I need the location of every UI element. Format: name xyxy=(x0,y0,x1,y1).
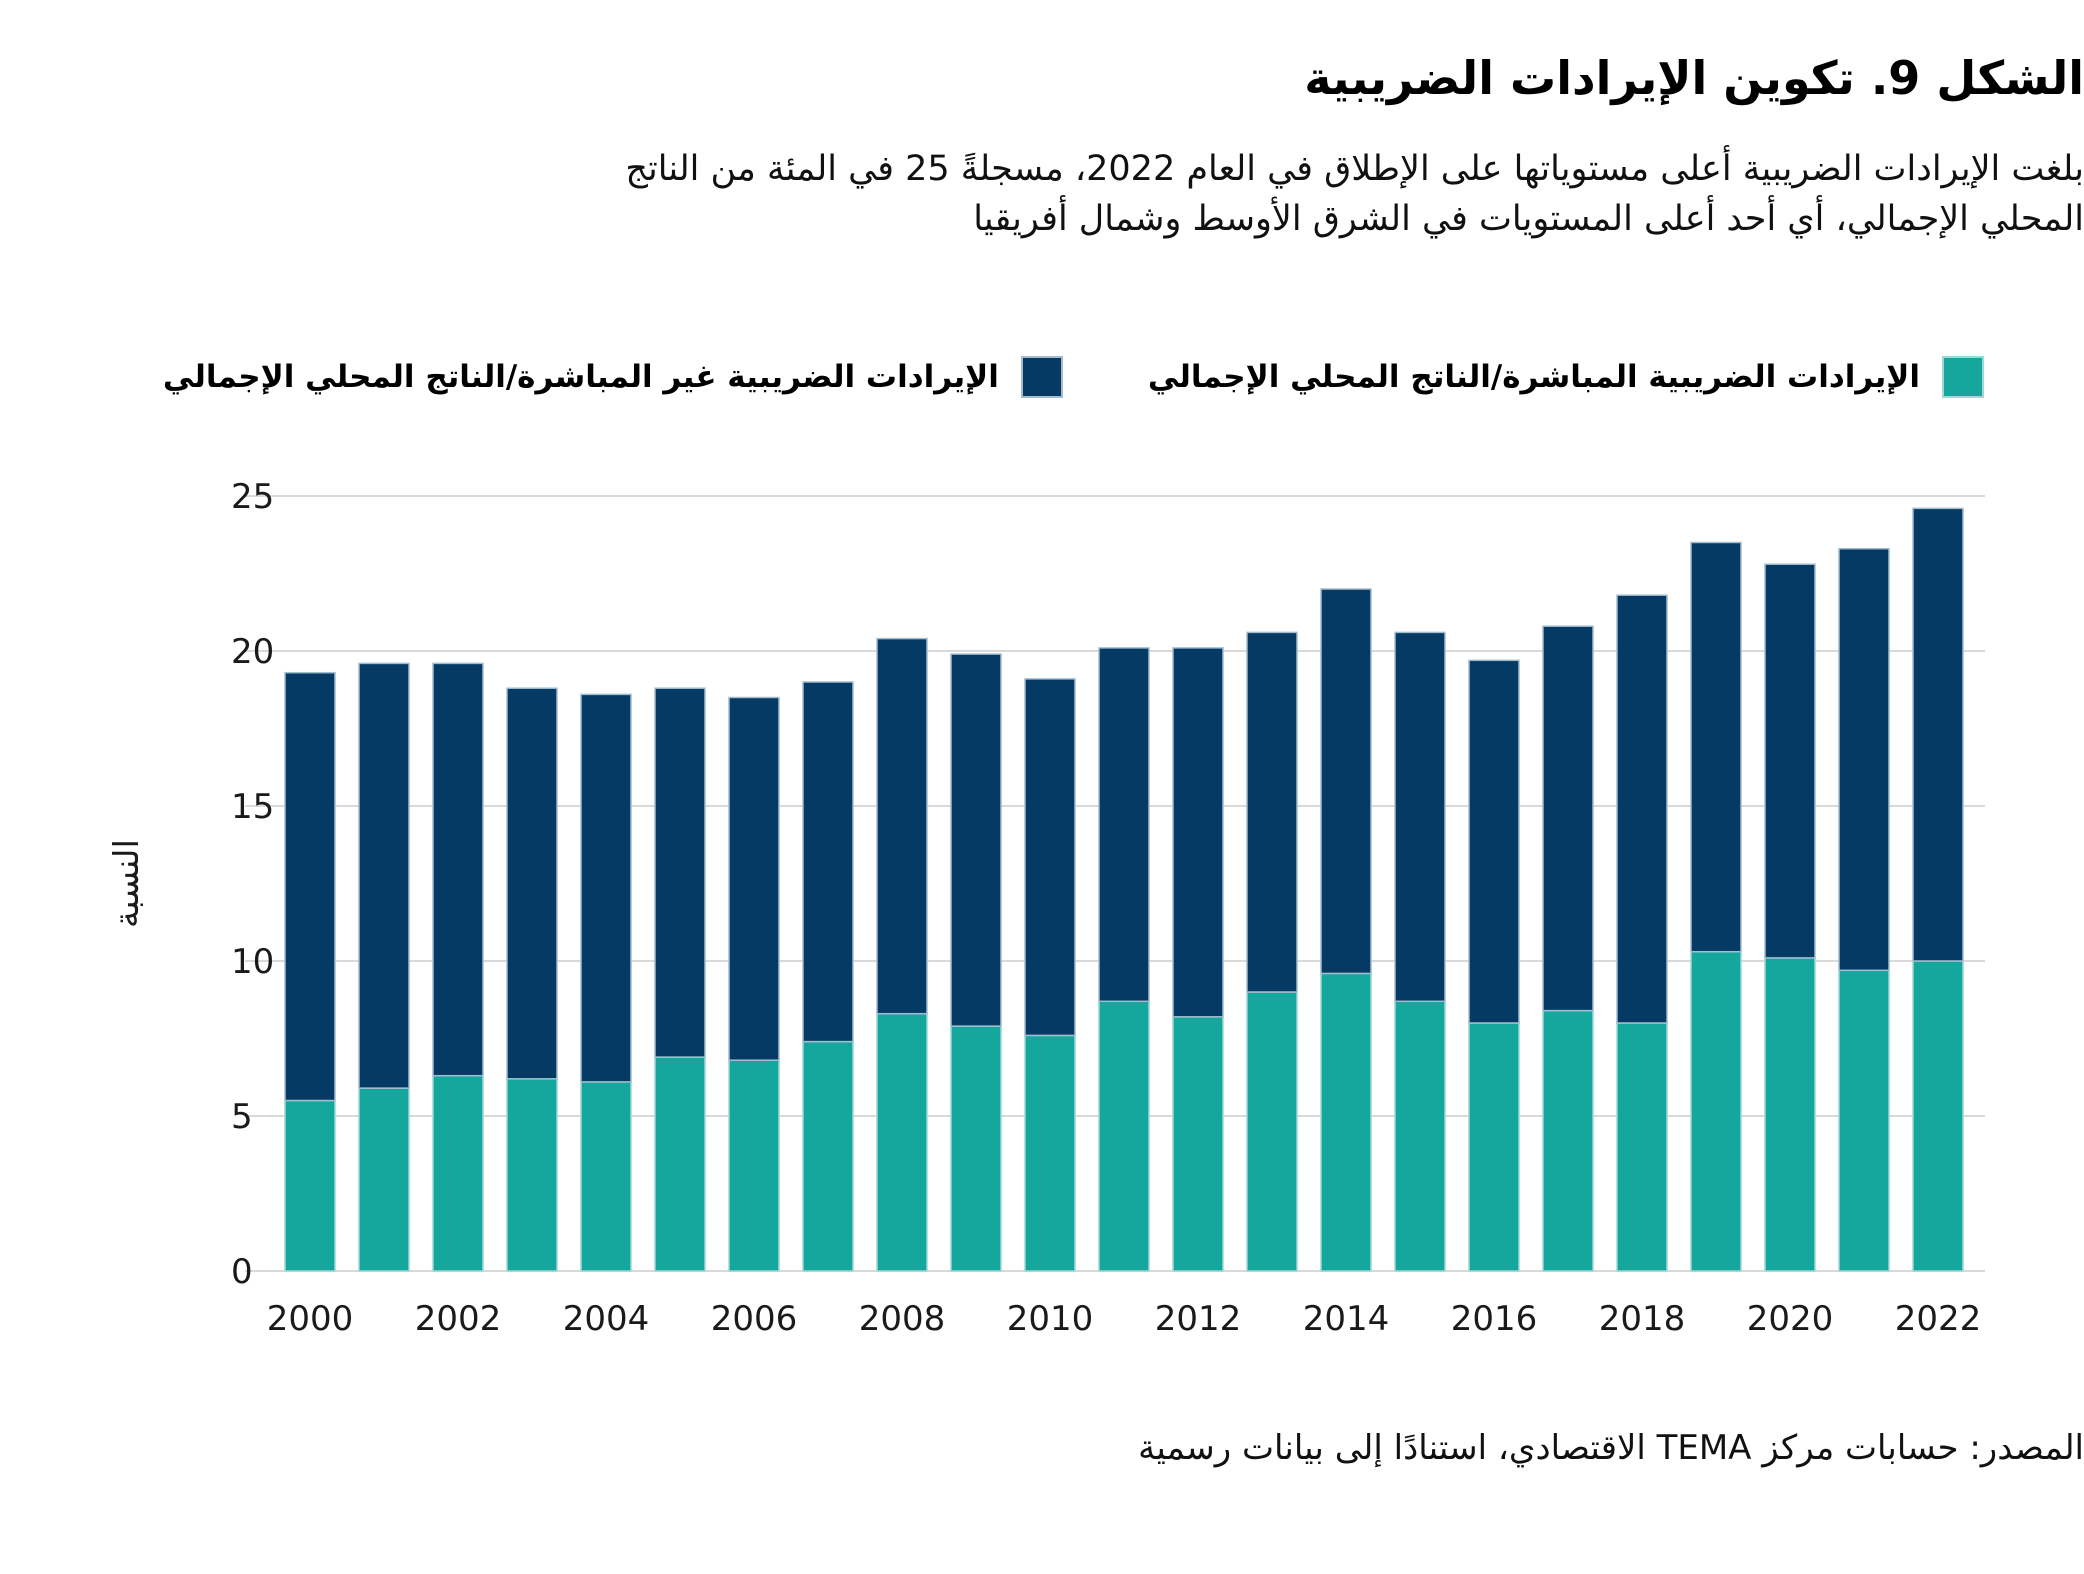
svg-text:25: 25 xyxy=(231,477,274,517)
svg-text:20: 20 xyxy=(231,632,274,672)
legend-item-direct-tax: الإيرادات الضريبية المباشرة/الناتج المحل… xyxy=(1147,356,1984,399)
legend-item-indirect-tax: الإيرادات الضريبية غير المباشرة/الناتج ا… xyxy=(162,356,1063,399)
svg-text:10: 10 xyxy=(231,942,274,982)
svg-text:2004: 2004 xyxy=(563,1299,650,1339)
stacked-bar-chart: 0 5 10 15 20 25 2000 2002 2004 2006 2008 2010 2012 20… xyxy=(0,438,2084,1372)
svg-text:2008: 2008 xyxy=(859,1299,946,1339)
legend-swatch-direct-icon xyxy=(1942,356,1984,399)
legend-label-indirect-tax: الإيرادات الضريبية غير المباشرة/الناتج ا… xyxy=(162,359,999,396)
svg-text:15: 15 xyxy=(231,787,274,827)
svg-text:2010: 2010 xyxy=(1007,1299,1094,1339)
svg-text:2014: 2014 xyxy=(1303,1299,1390,1339)
figure-subtitle-line-2: المحلي الإجمالي، أي أحد أعلى المستويات ف… xyxy=(973,198,2084,239)
svg-text:5: 5 xyxy=(231,1097,253,1137)
legend-label-direct-tax: الإيرادات الضريبية المباشرة/الناتج المحل… xyxy=(1147,359,1920,396)
svg-text:2022: 2022 xyxy=(1895,1299,1982,1339)
svg-text:2012: 2012 xyxy=(1155,1299,1242,1339)
legend-swatch-indirect-icon xyxy=(1020,356,1063,399)
svg-text:النسبة: النسبة xyxy=(107,839,147,928)
svg-text:2016: 2016 xyxy=(1451,1299,1538,1339)
svg-text:2000: 2000 xyxy=(267,1299,354,1339)
chart-legend: الإيرادات الضريبية المباشرة/الناتج المحل… xyxy=(100,356,1984,399)
svg-text:2020: 2020 xyxy=(1747,1299,1834,1339)
figure-subtitle: بلغت الإيرادات الضريبية أعلى مستوياتها ع… xyxy=(0,145,2084,244)
svg-text:0: 0 xyxy=(231,1252,253,1292)
figure-subtitle-line-1: بلغت الإيرادات الضريبية أعلى مستوياتها ع… xyxy=(625,148,2084,189)
figure-title: الشكل 9. تكوين الإيرادات الضريبية xyxy=(1304,51,2084,105)
source-note: المصدر: حسابات مركز TEMA الاقتصادي، استن… xyxy=(1138,1428,2084,1469)
svg-text:2002: 2002 xyxy=(415,1299,502,1339)
svg-text:2006: 2006 xyxy=(711,1299,798,1339)
svg-text:2018: 2018 xyxy=(1599,1299,1686,1339)
stacked-bar-chart-svg: 0 5 10 15 20 25 2000 2002 2004 2006 2008 2010 2012 20… xyxy=(107,477,1985,1339)
